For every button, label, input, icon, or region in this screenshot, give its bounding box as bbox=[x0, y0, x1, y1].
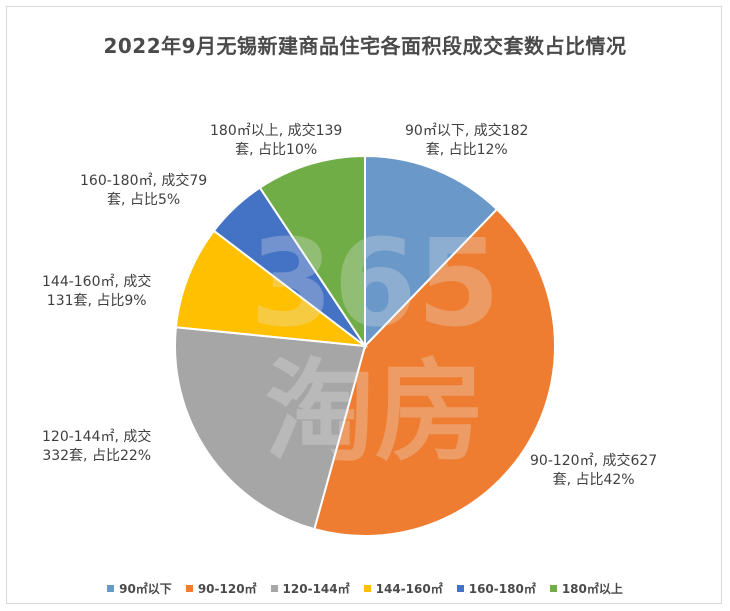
legend-label: 144-160㎡ bbox=[375, 582, 443, 596]
pie-slice-4 bbox=[174, 229, 369, 348]
data-label-5: 160-180㎡, 成交79 套, 占比5% bbox=[80, 173, 208, 208]
pie-slice-2 bbox=[313, 207, 556, 537]
legend-item-5: 160-180㎡ bbox=[456, 580, 536, 597]
legend-swatch bbox=[456, 585, 464, 592]
data-label-6: 180㎡以上, 成交139 套, 占比10% bbox=[210, 123, 343, 158]
legend-swatch bbox=[363, 585, 371, 592]
pie-slice-1 bbox=[364, 154, 499, 349]
chart-title: 2022年9月无锡新建商品住宅各面积段成交套数占比情况 bbox=[103, 34, 627, 58]
legend-swatch bbox=[270, 585, 278, 592]
pie-slice-6 bbox=[258, 154, 366, 350]
data-label-2: 90-120㎡, 成交627 套, 占比42% bbox=[530, 453, 658, 488]
data-label-4: 144-160㎡, 成交 131套, 占比9% bbox=[42, 274, 152, 309]
legend-swatch bbox=[185, 585, 193, 592]
legend-swatch bbox=[549, 585, 557, 592]
legend: 90㎡以下 90-120㎡ 120-144㎡ 144-160㎡ 160-180㎡ 180㎡… bbox=[0, 580, 730, 597]
legend-label: 180㎡以上 bbox=[561, 582, 623, 596]
data-label-1: 90㎡以下, 成交182 套, 占比12% bbox=[405, 123, 529, 158]
data-label-3: 120-144㎡, 成交 332套, 占比22% bbox=[42, 429, 152, 464]
legend-item-2: 90-120㎡ bbox=[185, 580, 257, 597]
legend-item-4: 144-160㎡ bbox=[363, 580, 443, 597]
legend-label: 90-120㎡ bbox=[197, 582, 257, 596]
legend-swatch bbox=[107, 585, 115, 592]
legend-label: 90㎡以下 bbox=[119, 582, 172, 596]
legend-label: 160-180㎡ bbox=[468, 582, 536, 596]
legend-item-6: 180㎡以上 bbox=[549, 580, 623, 597]
legend-label: 120-144㎡ bbox=[282, 582, 350, 596]
legend-item-1: 90㎡以下 bbox=[107, 580, 172, 597]
pie-slice-3 bbox=[174, 326, 367, 531]
legend-item-3: 120-144㎡ bbox=[270, 580, 350, 597]
